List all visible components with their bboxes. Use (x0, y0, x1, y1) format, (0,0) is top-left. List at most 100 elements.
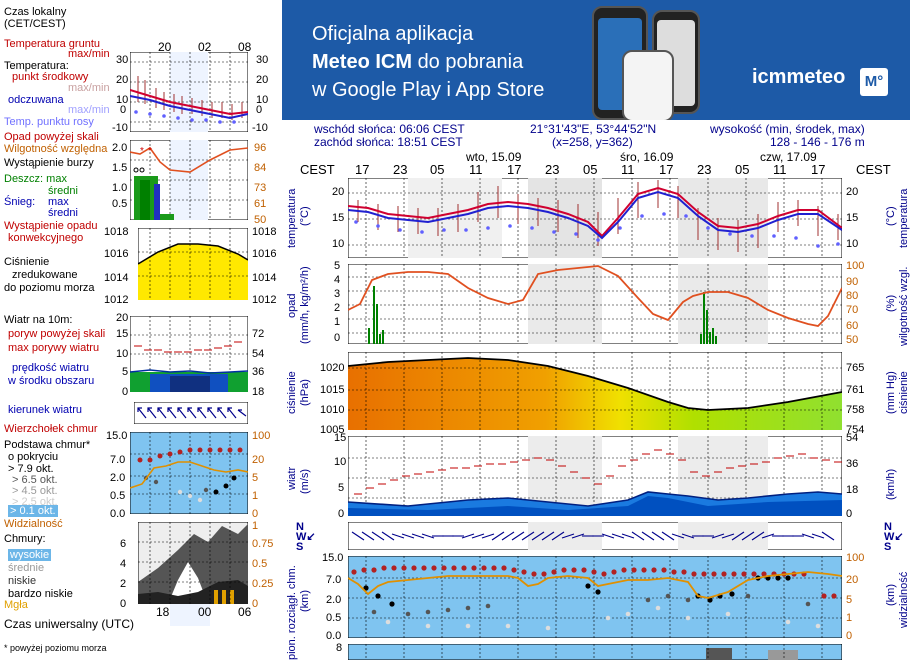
wind-rtick-36: 36 (846, 458, 859, 470)
hour-6: 23 (545, 162, 560, 177)
precip-tick-4: 4 (334, 274, 341, 286)
pres-raxis-label: ciśnienie (898, 371, 910, 414)
cloud-axis-label: pion. rozciągł. chm. (286, 565, 298, 660)
legend-snow-mean: średni (48, 207, 78, 219)
cloud-tick-0: 0.0 (326, 630, 342, 642)
legend-ctype-rtick-4: 0.25 (252, 578, 274, 590)
hour-7: 05 (583, 162, 598, 177)
hour-8: 11 (621, 162, 635, 177)
pres-tick-1010: 1010 (320, 404, 345, 416)
legend-pressure-sub2: do poziomu morza (4, 282, 95, 294)
legend-dew-point: Temp. punktu rosy (4, 116, 94, 128)
wind-direction-strip (348, 522, 842, 550)
phone-image-3 (622, 50, 674, 120)
legend-low: niskie (8, 575, 37, 587)
hour-3: 05 (430, 162, 445, 177)
legend-clouds: Chmury: (4, 533, 46, 545)
legend-hum-tick-3: 73 (254, 182, 267, 194)
temp-raxis-label: temperatura (898, 188, 910, 248)
wind-axis-unit: (m/s) (299, 468, 311, 494)
day-label-2: śro, 16.09 (620, 150, 674, 164)
temperature-chart (348, 178, 842, 258)
legend-pres-rtick-2: 1016 (252, 248, 277, 260)
banner-text: Oficjalna aplikacja Meteo ICM do pobrani… (312, 20, 544, 104)
temp-raxis-unit: (°C) (885, 206, 897, 226)
hour-1: 17 (355, 162, 370, 177)
hum-tick-50: 50 (846, 334, 859, 346)
hum-tick-100: 100 (846, 260, 865, 272)
wind-chart (348, 436, 842, 516)
wind-rtick-54: 54 (846, 432, 859, 444)
legend-wind-rtick-54: 54 (252, 348, 265, 360)
legend-cloud-tick-4: 0.5 (110, 490, 126, 502)
legend-okt-1: > 7.9 okt. (8, 463, 54, 475)
hum-tick-90: 90 (846, 276, 859, 288)
legend-temp-rtick-0: 0 (256, 104, 263, 116)
precip-axis-unit: (mm/h, kg/m²/h) (299, 266, 311, 344)
cloud-tick-15: 15.0 (322, 552, 344, 564)
cloud-types-tick-8: 8 (336, 642, 343, 654)
legend-pres-tick-2: 1016 (104, 248, 129, 260)
day-label-1: wto, 15.09 (466, 150, 522, 164)
legend-cloud-tick-1: 15.0 (106, 430, 128, 442)
banner-line-2: Meteo ICM do pobrania (312, 48, 544, 76)
legend-convective: konwekcyjnego (8, 232, 84, 244)
pres-tick-1005: 1005 (320, 424, 345, 436)
legend-wind-tick-0: 0 (122, 386, 129, 398)
legend-pres-tick-3: 1014 (104, 272, 129, 284)
legend-ctype-tick-4: 4 (120, 558, 127, 570)
compass-icon-left: N W↙ S (296, 521, 316, 553)
legend-bottom-hour-2: 00 (198, 605, 212, 619)
legend-precip-tick-2: 1.5 (112, 162, 128, 174)
legend-temp-rtick-20: 20 (256, 74, 269, 86)
hour-2: 23 (393, 162, 408, 177)
legend-cloud-tick-5: 0.0 (110, 508, 126, 520)
hour-5: 17 (507, 162, 522, 177)
legend-pres-rtick-1: 1018 (252, 226, 277, 238)
legend-temp-tick-10: 10 (116, 94, 129, 106)
height-values: 128 - 146 - 176 m (770, 135, 865, 149)
temp-rtick-15: 15 (846, 212, 859, 224)
vis-tick-100: 100 (846, 552, 865, 564)
temp-tick-20: 20 (332, 186, 345, 198)
temp-rtick-10: 10 (846, 238, 859, 250)
legend-okt-2: > 6.5 okt. (12, 474, 58, 486)
legend-pres-rtick-3: 1014 (252, 272, 277, 284)
legend-snow: Śnieg: (4, 196, 36, 208)
legend-bottom-hour-1: 18 (156, 605, 170, 619)
legend-cloud-types-chart (138, 522, 248, 604)
day-label-3: czw, 17.09 (760, 150, 817, 164)
hour-4: 11 (469, 162, 483, 177)
banner-app-name: Meteo ICM (312, 51, 412, 73)
legend-wind-tick-20: 20 (116, 312, 129, 324)
vis-tick-20: 20 (846, 574, 859, 586)
legend-cloud-tick-3: 2.0 (110, 472, 126, 484)
temp-axis-label: temperatura (286, 188, 298, 248)
legend-precip-chart: * * (130, 140, 248, 220)
legend-ctype-tick-6: 6 (120, 538, 127, 550)
legend-wind-rtick-72: 72 (252, 328, 265, 340)
legend-temp-rtick-10: 10 (256, 94, 269, 106)
legend-hum-tick-1: 96 (254, 142, 267, 154)
vis-axis-label: widzialność (898, 571, 910, 628)
legend-hum-tick-4: 61 (254, 198, 267, 210)
legend-ground-temp: Temperatura gruntu (4, 38, 100, 50)
legend-temp-rtick-m10: -10 (252, 122, 268, 134)
legend-precip-occurrence: Wystąpienie opadu (4, 220, 98, 232)
app-promo-banner[interactable]: Oficjalna aplikacja Meteo ICM do pobrani… (282, 0, 910, 120)
legend-temp-tick-30: 30 (116, 54, 129, 66)
banner-line-1: Oficjalna aplikacja (312, 23, 474, 45)
legend-tz-sub: (CET/CEST) (4, 18, 66, 30)
legend-humidity: Wilgotność względna (4, 143, 108, 155)
wind-tick-10: 10 (334, 456, 347, 468)
pres-rtick-765: 765 (846, 362, 865, 374)
legend-cloud-rtick-2: 20 (252, 454, 265, 466)
hum-axis-unit: (%) (885, 294, 897, 312)
tz-left: CEST (300, 162, 335, 177)
precipitation-chart (348, 264, 842, 344)
legend-precip-tick-3: 1.0 (112, 182, 128, 194)
pres-rtick-754: 754 (846, 424, 865, 436)
hour-11: 05 (735, 162, 750, 177)
legend-max-min: max/min (68, 82, 110, 94)
legend-pressure-title: Ciśnienie (4, 256, 50, 268)
